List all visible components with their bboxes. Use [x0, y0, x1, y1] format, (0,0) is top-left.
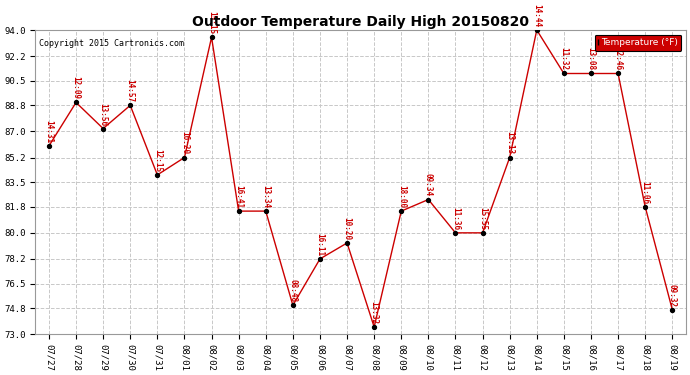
Text: 16:41: 16:41: [234, 185, 243, 208]
Point: [125, 102, 136, 108]
Text: 09:34: 09:34: [424, 174, 433, 196]
Text: 11:32: 11:32: [560, 48, 569, 70]
Point: [206, 34, 217, 40]
Point: [97, 126, 108, 132]
Text: 12:46: 12:46: [613, 48, 622, 70]
Text: 13:56: 13:56: [99, 102, 108, 126]
Text: 13:34: 13:34: [262, 185, 270, 208]
Point: [342, 240, 353, 246]
Point: [640, 204, 651, 210]
Text: 18:00: 18:00: [397, 185, 406, 208]
Point: [43, 143, 55, 149]
Text: 14:57: 14:57: [126, 80, 135, 102]
Point: [260, 208, 271, 214]
Text: 13:32: 13:32: [370, 301, 379, 324]
Point: [152, 172, 163, 178]
Text: 16:11: 16:11: [315, 233, 324, 256]
Text: 14:31: 14:31: [44, 120, 53, 143]
Text: 15:15: 15:15: [207, 11, 216, 34]
Point: [450, 230, 461, 236]
Text: 12:15: 12:15: [153, 149, 162, 172]
Point: [233, 208, 244, 214]
Point: [396, 208, 407, 214]
Point: [477, 230, 488, 236]
Point: [423, 196, 434, 202]
Title: Outdoor Temperature Daily High 20150820: Outdoor Temperature Daily High 20150820: [192, 15, 529, 29]
Text: 13:13: 13:13: [505, 132, 514, 154]
Text: 11:36: 11:36: [451, 207, 460, 230]
Legend: Temperature (°F): Temperature (°F): [595, 34, 681, 51]
Text: 14:44: 14:44: [532, 4, 541, 27]
Point: [558, 70, 569, 76]
Point: [585, 70, 596, 76]
Point: [368, 324, 380, 330]
Text: 08:48: 08:48: [288, 279, 297, 302]
Text: 10:20: 10:20: [342, 217, 352, 240]
Text: Copyright 2015 Cartronics.com: Copyright 2015 Cartronics.com: [39, 39, 184, 48]
Point: [179, 154, 190, 160]
Text: 11:06: 11:06: [641, 181, 650, 204]
Point: [287, 302, 298, 308]
Point: [613, 70, 624, 76]
Text: 15:55: 15:55: [478, 207, 487, 230]
Point: [504, 154, 515, 160]
Text: 12:09: 12:09: [72, 76, 81, 100]
Text: 09:32: 09:32: [668, 284, 677, 307]
Text: 16:20: 16:20: [180, 132, 189, 154]
Text: 13:08: 13:08: [586, 48, 595, 70]
Point: [667, 307, 678, 313]
Point: [531, 27, 542, 33]
Point: [70, 99, 81, 105]
Point: [315, 256, 326, 262]
